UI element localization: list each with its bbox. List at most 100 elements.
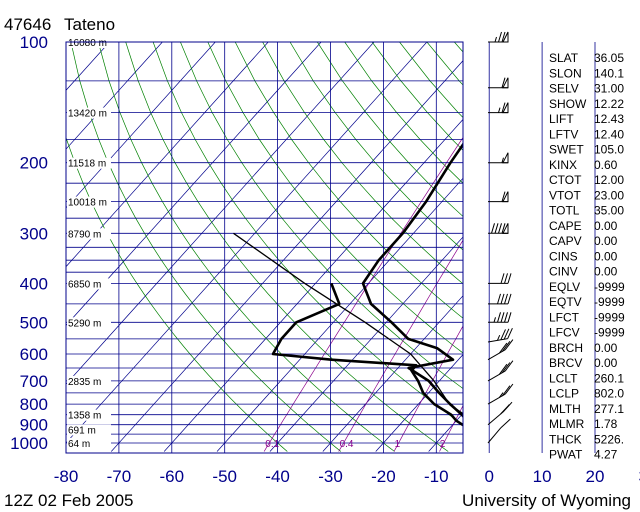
index-value: 105.0: [594, 143, 624, 157]
temperature-tick-label: -30: [318, 467, 343, 486]
temperature-line: [361, 142, 463, 419]
index-value: 36.05: [594, 51, 624, 65]
wind-barb-flag: [507, 327, 513, 339]
height-label-bg: [67, 228, 111, 240]
index-value: 12.00: [594, 173, 624, 187]
pressure-tick-label: 1000: [10, 434, 48, 453]
wind-barb-flag: [504, 383, 514, 395]
skewed-isotherm: [269, 236, 463, 452]
index-value: 0.00: [594, 234, 618, 248]
wind-barb-flag: [503, 328, 510, 340]
temperature-tick-label: -80: [54, 467, 79, 486]
index-name: CAPV: [549, 234, 582, 248]
dry-adiabat: [262, 42, 463, 285]
index-name: EQTV: [549, 295, 582, 309]
index-value: 1.78: [594, 417, 618, 431]
height-label: 11518 m: [68, 159, 106, 170]
height-label: 5290 m: [68, 318, 101, 329]
wind-barb-flag: [497, 312, 501, 323]
wind-barb-flag: [507, 273, 512, 284]
pressure-tick-label: 400: [20, 274, 48, 293]
index-name: SHOW: [549, 97, 587, 111]
dry-adiabat: [66, 136, 288, 452]
height-label: 6850 m: [68, 279, 101, 290]
index-value: 5226.: [594, 432, 624, 446]
wind-barb-flag: [498, 223, 502, 234]
wind-barb-flag: [500, 404, 510, 415]
index-value: 31.00: [594, 82, 624, 96]
dry-adiabat: [125, 42, 449, 452]
wind-barb-flag: [498, 31, 502, 43]
wind-barb-flag: [507, 312, 512, 323]
index-name: TOTL: [549, 204, 580, 218]
index-name: LCLT: [549, 371, 578, 385]
index-name: LFCT: [549, 310, 580, 324]
pressure-tick-label: 700: [20, 372, 48, 391]
height-label-bg: [67, 278, 111, 290]
wind-barb-flag: [507, 293, 512, 305]
index-value: 35.00: [594, 204, 624, 218]
wind-barb: [487, 327, 513, 343]
pressure-tick-label: 300: [20, 224, 48, 243]
wind-barb-flag: [500, 329, 506, 341]
mixing-ratio-labels: 0.10.412g/kg: [265, 439, 446, 450]
background-lines: [66, 42, 640, 452]
temperature-tick-label: 20: [586, 467, 605, 486]
pressure-tick-label: 100: [20, 33, 48, 52]
mixing-ratio-line: [393, 325, 463, 452]
index-value: 0.00: [594, 341, 618, 355]
skewed-isotherm: [66, 42, 375, 385]
index-name: PWAT: [549, 448, 583, 462]
wind-barb-flag: [491, 223, 495, 234]
height-label-bg: [67, 438, 111, 449]
wind-barb-flag: [498, 363, 508, 375]
skewed-isotherm: [322, 295, 463, 452]
station-name: Tateno: [64, 15, 115, 34]
wind-barb: [488, 191, 509, 203]
wind-barbs: [487, 31, 514, 444]
dry-adiabat: [317, 42, 463, 217]
wind-barb: [487, 360, 514, 382]
index-name: KINX: [549, 158, 577, 172]
height-label: 8790 m: [68, 229, 101, 240]
index-value: 277.1: [594, 402, 624, 416]
wind-barb: [488, 223, 509, 234]
wind-barb-flag: [504, 293, 508, 305]
wind-barb-flag: [501, 31, 506, 43]
wind-barb-flag: [504, 360, 514, 372]
index-value: 12.22: [594, 97, 624, 111]
height-label: 691 m: [68, 425, 96, 436]
wind-barb-half-flag: [494, 36, 497, 43]
wind-barb-half-flag: [496, 334, 501, 341]
wind-barb-pennant: [502, 31, 509, 43]
height-label: 64 m: [68, 439, 90, 450]
mixing-ratio-line: [633, 42, 640, 452]
temperature-axis-labels: -80-70-60-50-40-30-20-10010203040: [54, 467, 640, 486]
wind-barb-pennant: [502, 77, 509, 89]
wind-barb-pennant: [502, 223, 509, 234]
index-name: SLAT: [549, 51, 579, 65]
index-name: SWET: [549, 143, 584, 157]
plot-frame: [65, 41, 464, 454]
index-value: -9999: [594, 310, 625, 324]
index-name: LCLP: [549, 387, 579, 401]
wind-barb-flag: [501, 77, 506, 88]
data-source: University of Wyoming: [462, 491, 631, 510]
index-name: BRCH: [549, 341, 583, 355]
wind-barb-flag: [500, 418, 511, 429]
height-label: 2835 m: [68, 377, 101, 388]
index-value: 4.27: [594, 448, 618, 462]
wind-barb-flag: [500, 273, 505, 284]
wind-barb-flag: [497, 293, 501, 305]
wind-barb-half-flag: [501, 157, 504, 163]
wind-barb: [487, 401, 513, 426]
index-name: CINS: [549, 249, 578, 263]
index-value: -9999: [594, 295, 625, 309]
temperature-tick-label: 0: [484, 467, 493, 486]
temperature-tick-label: -60: [160, 467, 185, 486]
wind-barb-half-flag: [493, 317, 496, 323]
wind-barb: [488, 102, 509, 114]
height-labels: 16080 m 13420 m 11518 m 10018 m 8790 m 6850 m…: [67, 37, 111, 450]
index-name: CINV: [549, 265, 578, 279]
